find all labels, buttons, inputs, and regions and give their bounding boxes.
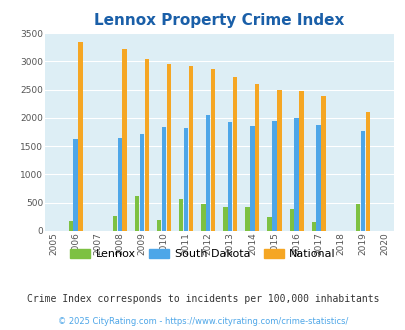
Bar	[360, 131, 364, 231]
Bar	[157, 220, 161, 231]
Bar	[68, 221, 73, 231]
Bar	[162, 127, 166, 231]
Bar	[179, 199, 183, 231]
Bar	[200, 204, 205, 231]
Bar	[321, 96, 325, 231]
Bar	[113, 216, 117, 231]
Bar	[205, 115, 210, 231]
Bar	[117, 138, 121, 231]
Bar	[316, 125, 320, 231]
Bar	[223, 207, 227, 231]
Bar	[134, 196, 139, 231]
Bar	[364, 112, 369, 231]
Bar	[294, 118, 298, 231]
Text: Crime Index corresponds to incidents per 100,000 inhabitants: Crime Index corresponds to incidents per…	[27, 294, 378, 304]
Bar	[277, 89, 281, 231]
Bar	[122, 50, 126, 231]
Bar	[311, 222, 315, 231]
Bar	[139, 134, 144, 231]
Bar	[232, 77, 237, 231]
Text: © 2025 CityRating.com - https://www.cityrating.com/crime-statistics/: © 2025 CityRating.com - https://www.city…	[58, 317, 347, 326]
Bar	[355, 204, 359, 231]
Bar	[249, 126, 254, 231]
Bar	[210, 69, 215, 231]
Bar	[188, 66, 193, 231]
Bar	[166, 64, 171, 231]
Bar	[73, 139, 78, 231]
Bar	[272, 121, 276, 231]
Bar	[144, 59, 149, 231]
Bar	[228, 122, 232, 231]
Bar	[267, 217, 271, 231]
Bar	[254, 84, 259, 231]
Bar	[183, 128, 188, 231]
Legend: Lennox, South Dakota, National: Lennox, South Dakota, National	[66, 244, 339, 263]
Bar	[78, 42, 83, 231]
Title: Lennox Property Crime Index: Lennox Property Crime Index	[94, 13, 343, 28]
Bar	[289, 209, 293, 231]
Bar	[245, 207, 249, 231]
Bar	[298, 91, 303, 231]
